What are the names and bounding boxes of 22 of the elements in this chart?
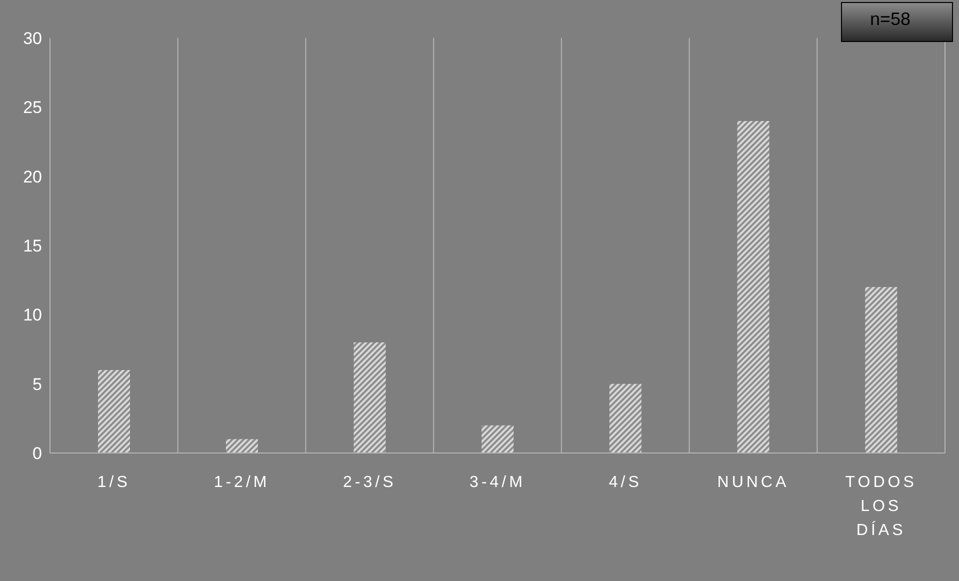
note-box: n=58	[841, 2, 953, 42]
bar	[865, 287, 898, 453]
bar	[609, 384, 642, 453]
x-tick-label: 1-2/M	[214, 474, 270, 491]
x-tick-label: TODOS LOS DÍAS	[845, 474, 917, 539]
bar	[354, 342, 386, 453]
y-tick-label: 20	[23, 167, 42, 186]
y-tick-label: 10	[23, 306, 42, 325]
y-tick-label: 25	[23, 98, 42, 118]
x-tick-label: 3-4/M	[470, 474, 526, 491]
y-tick-label: 5	[32, 374, 42, 394]
x-tick-label: 1/S	[97, 474, 130, 491]
y-tick-label: 15	[23, 236, 42, 256]
bar	[482, 425, 514, 453]
bar	[226, 439, 258, 453]
x-tick-label: 2-3/S	[343, 474, 396, 491]
y-tick-label: 0	[32, 444, 42, 464]
y-tick-label: 30	[23, 29, 42, 48]
bar	[98, 370, 130, 453]
bar	[737, 121, 770, 453]
x-tick-label: NUNCA	[717, 474, 790, 491]
x-tick-label: 4/S	[608, 474, 642, 491]
